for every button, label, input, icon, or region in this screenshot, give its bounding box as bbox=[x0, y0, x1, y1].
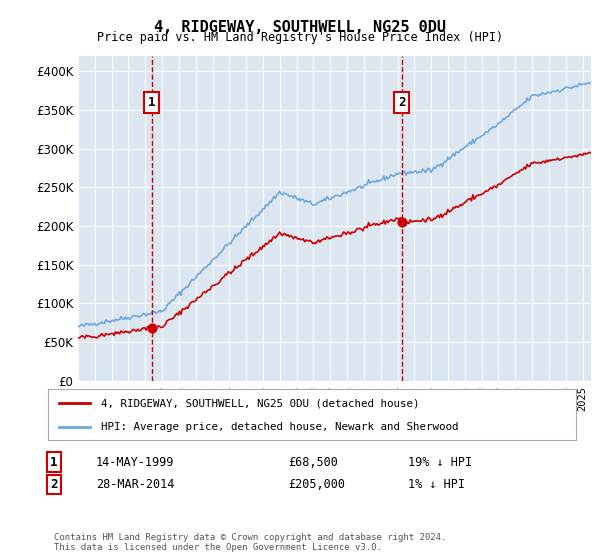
Text: 2: 2 bbox=[398, 96, 406, 109]
Text: 19% ↓ HPI: 19% ↓ HPI bbox=[408, 455, 472, 469]
Text: This data is licensed under the Open Government Licence v3.0.: This data is licensed under the Open Gov… bbox=[54, 543, 382, 552]
Text: 14-MAY-1999: 14-MAY-1999 bbox=[96, 455, 175, 469]
Text: 1: 1 bbox=[148, 96, 155, 109]
Point bbox=[397, 218, 406, 227]
Text: 1% ↓ HPI: 1% ↓ HPI bbox=[408, 478, 465, 491]
Text: Price paid vs. HM Land Registry's House Price Index (HPI): Price paid vs. HM Land Registry's House … bbox=[97, 31, 503, 44]
Text: 1: 1 bbox=[50, 455, 58, 469]
Text: HPI: Average price, detached house, Newark and Sherwood: HPI: Average price, detached house, Newa… bbox=[101, 422, 458, 432]
Text: £68,500: £68,500 bbox=[288, 455, 338, 469]
Point bbox=[147, 323, 157, 332]
Text: Contains HM Land Registry data © Crown copyright and database right 2024.: Contains HM Land Registry data © Crown c… bbox=[54, 533, 446, 542]
Text: 4, RIDGEWAY, SOUTHWELL, NG25 0DU (detached house): 4, RIDGEWAY, SOUTHWELL, NG25 0DU (detach… bbox=[101, 398, 419, 408]
Text: £205,000: £205,000 bbox=[288, 478, 345, 491]
Text: 28-MAR-2014: 28-MAR-2014 bbox=[96, 478, 175, 491]
Text: 4, RIDGEWAY, SOUTHWELL, NG25 0DU: 4, RIDGEWAY, SOUTHWELL, NG25 0DU bbox=[154, 20, 446, 35]
Text: 2: 2 bbox=[50, 478, 58, 491]
